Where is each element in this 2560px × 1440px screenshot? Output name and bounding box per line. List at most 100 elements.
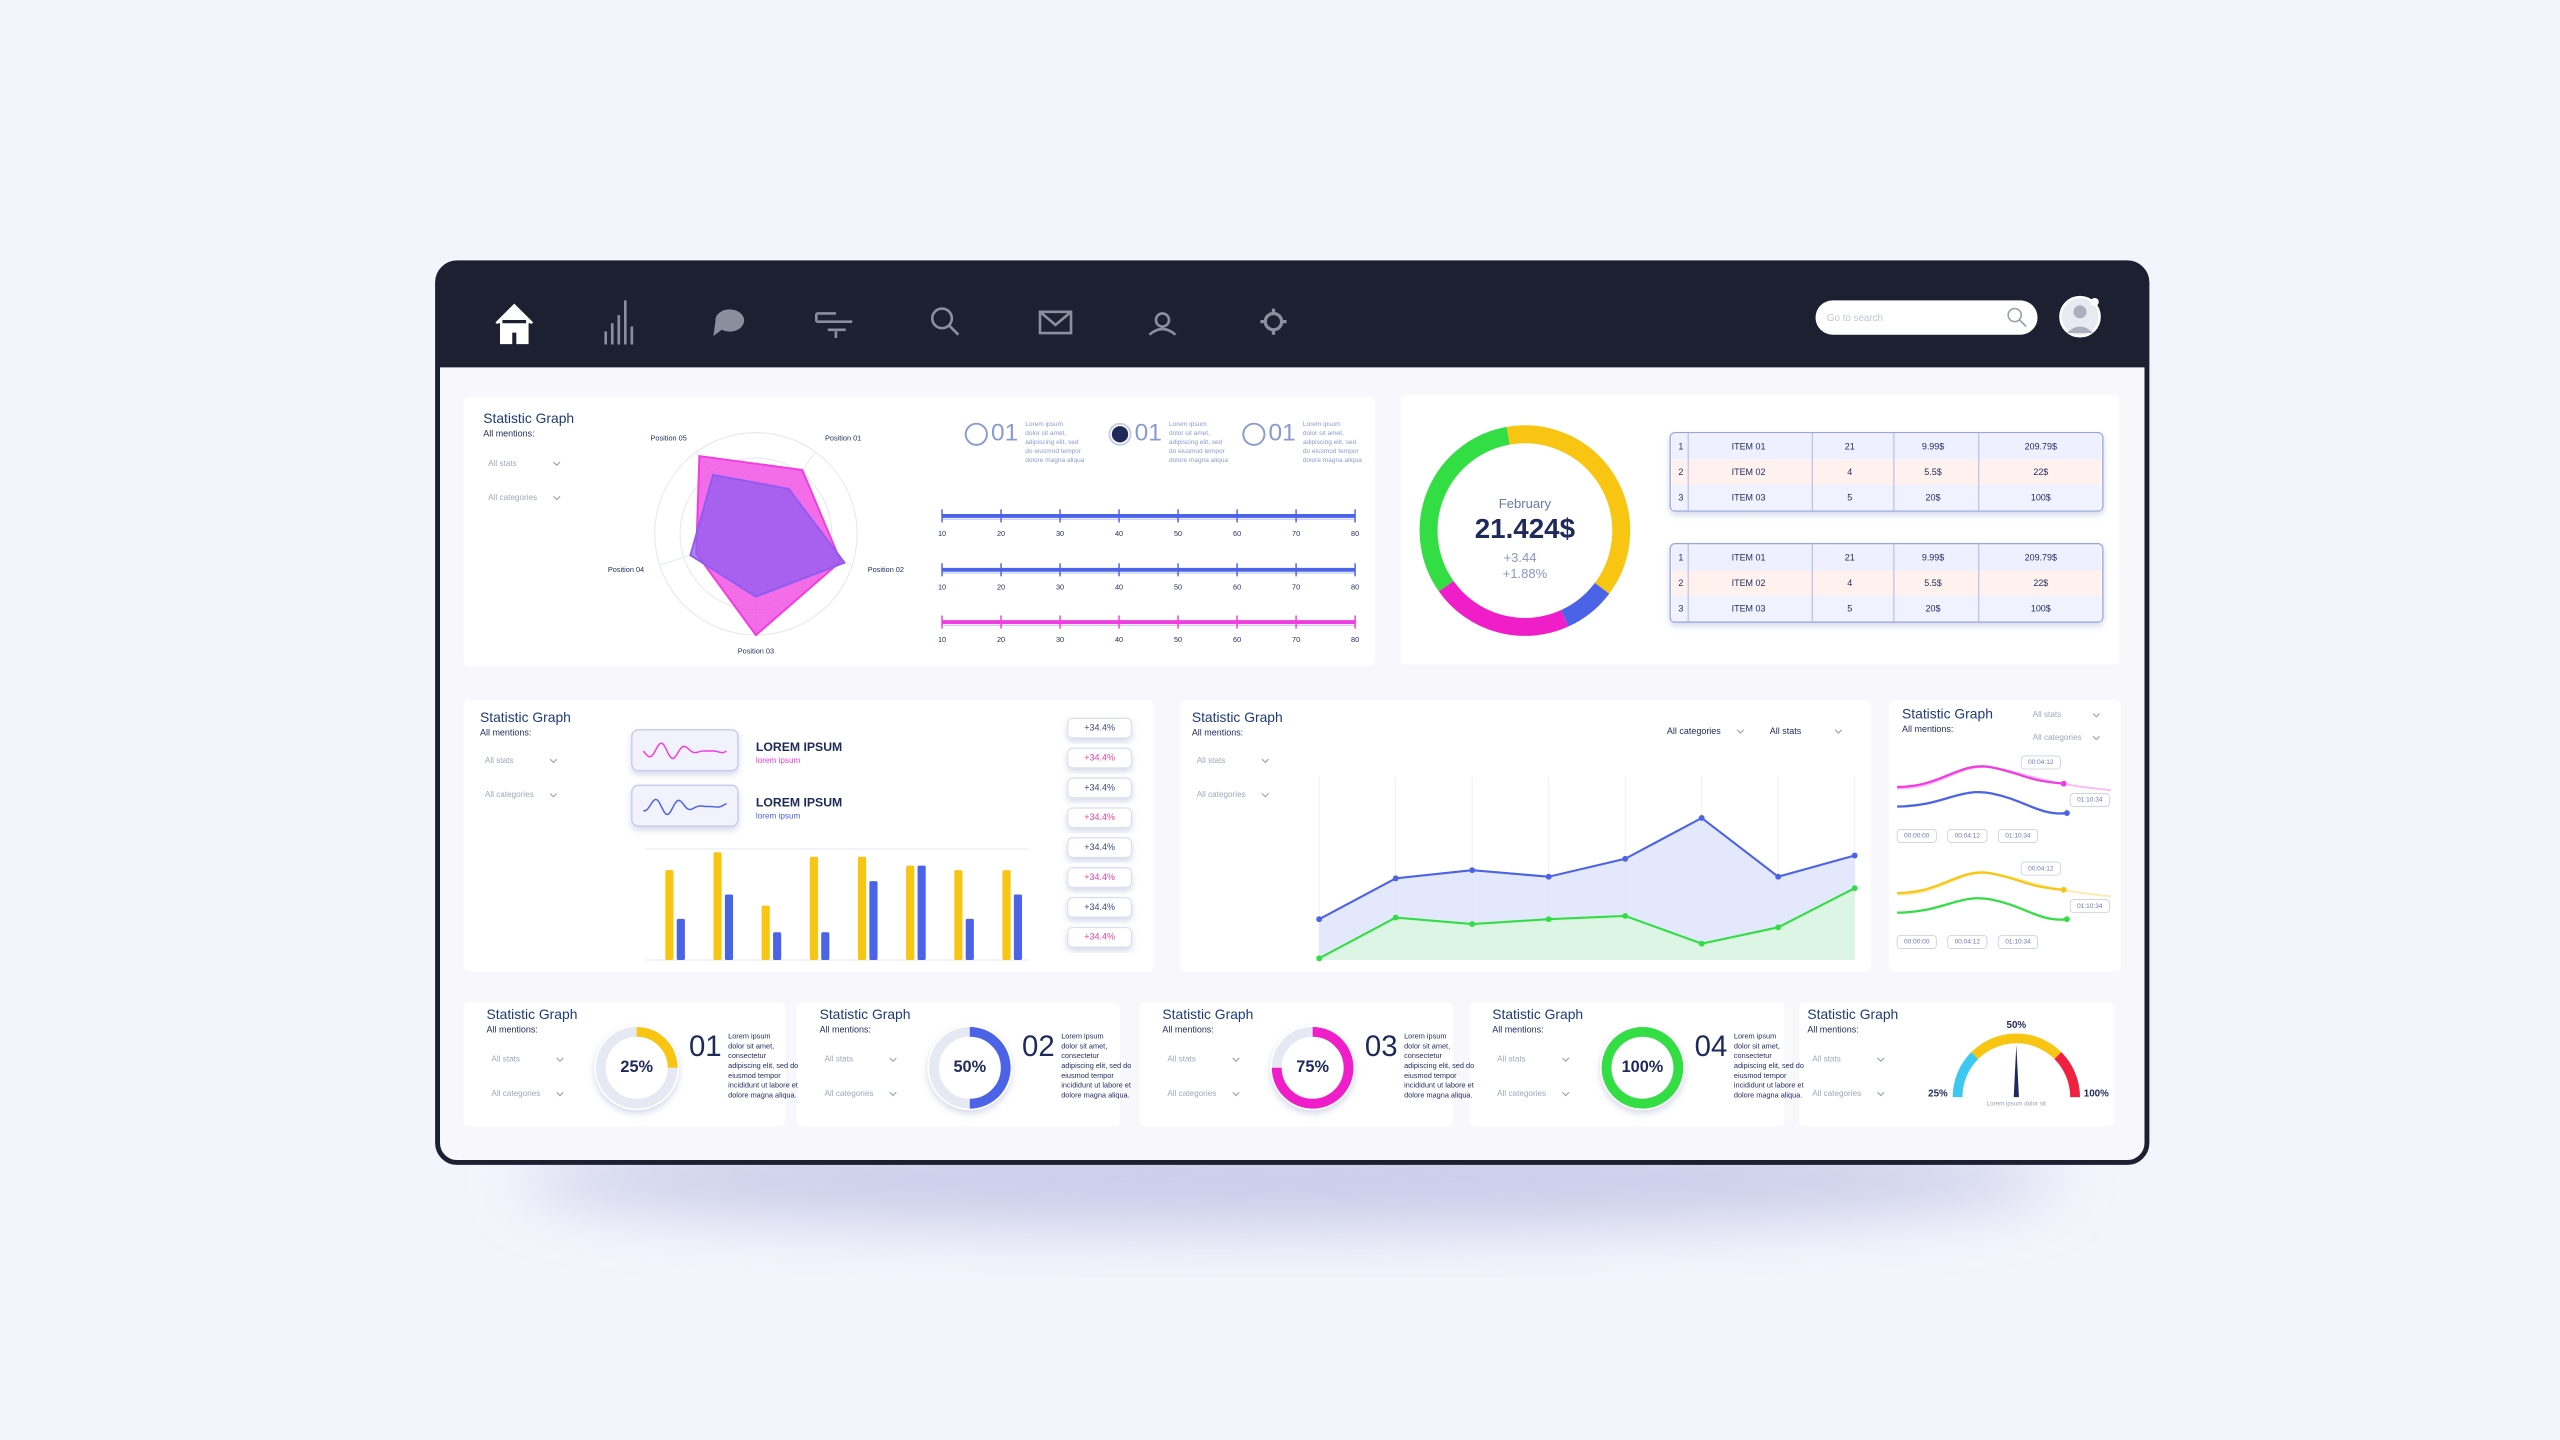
option-text: dolor sit amet, [1303,430,1344,437]
callout [2069,899,2110,914]
slider-tick-label: 10 [938,635,946,644]
filter[interactable]: All stats [485,756,514,765]
chevron [1736,729,1745,734]
table-cell: ITEM 02 [1732,578,1766,588]
option-radio[interactable] [1242,422,1266,446]
filter[interactable]: All stats [488,459,517,468]
home-icon[interactable] [495,303,534,345]
search-placeholder: Go to search [1827,313,1883,324]
table-cell: ITEM 03 [1732,603,1766,613]
kpi-text: Lorem ipsum [728,1032,770,1041]
callout-label: 01:10:34 [2077,797,2103,804]
time-curve [1897,897,2068,921]
panel-title: Statistic Graph [1807,1006,1898,1022]
radar-area [689,473,847,598]
kpi-text: eiusmod tempor [1734,1071,1787,1080]
filter[interactable]: All stats [824,1055,853,1064]
filter[interactable]: All categories [485,790,534,799]
tasks-icon[interactable] [815,312,853,338]
ring-shadow [927,1025,1013,1111]
table-cell: 20$ [1926,603,1941,613]
settings-icon[interactable] [1260,308,1287,335]
callout-label: 00:04:12 [2028,865,2054,872]
table-row [1671,434,2102,460]
chevron [1877,1057,1885,1063]
chevron [556,1091,564,1097]
option-text: adipiscing elit, sed [1303,439,1357,446]
filter[interactable]: All categories [1497,1089,1546,1098]
filter[interactable]: All stats [1197,756,1226,765]
panel-title: Statistic Graph [1902,706,1993,722]
filter[interactable]: All categories [491,1089,540,1098]
slider-tick-label: 60 [1233,529,1241,538]
line-point [1392,875,1399,882]
panel-title: Statistic Graph [820,1006,911,1022]
chevron [1562,1057,1570,1063]
slider-tick-label: 50 [1174,529,1182,538]
table-cell: 4 [1847,467,1852,477]
filter[interactable]: All stats [491,1055,520,1064]
filter[interactable]: All stats [1167,1055,1196,1064]
table-row [1671,570,2102,596]
badge-label: +34.4% [1084,842,1115,852]
panel-subtitle: All mentions: [1902,724,1953,734]
slider-tick-label: 50 [1174,635,1182,644]
line [1318,887,1856,960]
users-icon[interactable] [1148,312,1177,336]
radar-axis-label: Position 05 [651,434,687,443]
kpi-text: adipiscing elit, sed do [1734,1061,1804,1070]
badge-label: +34.4% [1084,752,1115,762]
search-box[interactable] [1815,300,2038,335]
kpi-text: dolore magna aliqua. [728,1090,796,1099]
kpi-text: dolore magna aliqua. [1061,1090,1129,1099]
slider-tick-label: 40 [1115,635,1123,644]
search-icon[interactable] [930,307,960,336]
filter[interactable]: All categories [1812,1089,1861,1098]
kpi-number: 02 [1022,1030,1055,1063]
dropdown[interactable]: All stats [1770,726,1802,736]
option-radio[interactable] [964,422,988,446]
filter[interactable]: All categories [1197,790,1246,799]
filter[interactable]: All stats [2033,710,2062,719]
ring-label: 25% [620,1058,653,1076]
line-point [1775,924,1782,931]
chat-icon[interactable] [713,309,745,336]
filter[interactable]: All categories [2033,733,2082,742]
table-cell: ITEM 01 [1732,442,1766,452]
ring-shadow [1600,1025,1685,1111]
kpi-text: Lorem ipsum [1061,1032,1103,1041]
panel-subtitle: All mentions: [487,1025,538,1035]
option-text: dolore magna aliqua [1303,457,1362,464]
callout-label: 01:10:34 [2077,903,2103,910]
chevron [1877,1091,1885,1097]
filter[interactable]: All categories [1167,1089,1216,1098]
dropdown[interactable]: All categories [1667,726,1721,736]
bar [665,870,674,960]
filter[interactable]: All stats [1812,1055,1841,1064]
slider-tick-label: 60 [1233,583,1241,592]
filter[interactable]: All categories [824,1089,873,1098]
panel-subtitle: All mentions: [820,1025,871,1035]
table-cell: 9.99$ [1922,442,1944,452]
chevron [1232,1057,1240,1063]
ring-progress [969,1026,1011,1109]
kpi-text: adipiscing elit, sed do [1404,1061,1474,1070]
card-title: LOREM IPSUM [756,740,842,754]
bar [1013,894,1023,960]
gauge-arc [1971,1033,2062,1060]
mail-icon[interactable] [1038,310,1073,335]
kpi-text: eiusmod tempor [1404,1071,1457,1080]
gauge-caption: Lorem ipsum dolor sit [1987,1100,2046,1107]
filter[interactable]: All stats [1497,1055,1526,1064]
stats-icon[interactable] [604,300,634,345]
ring-label: 75% [1296,1058,1329,1076]
slider-tick-label: 80 [1351,635,1359,644]
time-label: 00:04:12 [1955,833,1981,840]
table-cell: 5.5$ [1924,578,1941,588]
bar [809,856,818,960]
filter[interactable]: All categories [488,493,537,502]
option-text: adipiscing elit, sed [1169,439,1223,446]
donut-segment [1419,426,1510,592]
option-number: 01 [1269,420,1296,447]
chevron [553,461,561,467]
